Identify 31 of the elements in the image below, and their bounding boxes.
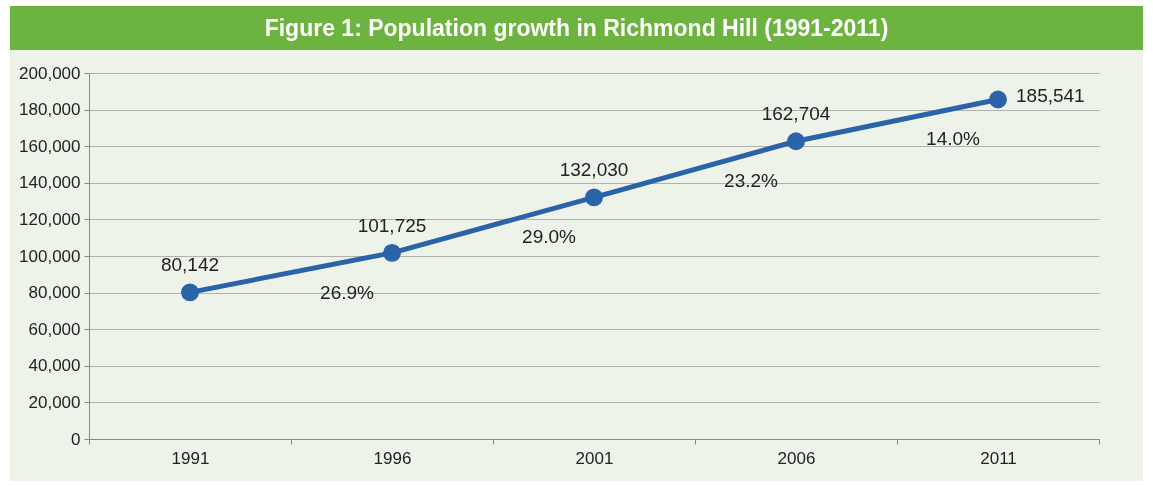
y-tick-label: 80,000 bbox=[28, 283, 81, 303]
annotation: 23.2% bbox=[724, 170, 779, 192]
annotation: 29.0% bbox=[522, 226, 577, 248]
point bbox=[181, 283, 199, 302]
data-label: 132,030 bbox=[559, 159, 629, 181]
x-tick-label: 2001 bbox=[575, 448, 614, 468]
x-tick-label: 2011 bbox=[980, 448, 1017, 468]
point bbox=[585, 188, 603, 207]
annotation: 14.0% bbox=[926, 128, 981, 150]
point bbox=[989, 90, 1007, 109]
data-label: 185,541 bbox=[1016, 85, 1085, 107]
y-tick-label: 140,000 bbox=[19, 173, 81, 193]
y-tick-label: 100,000 bbox=[19, 246, 81, 266]
y-tick-label: 60,000 bbox=[28, 319, 81, 339]
data-label: 80,142 bbox=[160, 254, 220, 276]
data-label: 162,704 bbox=[761, 103, 831, 125]
y-tick-label: 120,000 bbox=[19, 209, 81, 229]
y-tick-label: 0 bbox=[71, 429, 81, 449]
y-tick-label: 20,000 bbox=[28, 392, 81, 412]
y-tick-label: 160,000 bbox=[19, 136, 81, 156]
x-tick-label: 1991 bbox=[171, 448, 210, 468]
data-label: 101,725 bbox=[357, 214, 427, 236]
x-tick-label: 2006 bbox=[777, 448, 816, 468]
y-tick-label: 180,000 bbox=[19, 100, 81, 120]
point bbox=[383, 243, 401, 262]
x-tick-label: 1996 bbox=[373, 448, 412, 468]
y-tick-label: 40,000 bbox=[28, 356, 81, 376]
point bbox=[787, 132, 805, 151]
chart-title: Figure 1: Population growth in Richmond Hill (1991-2011) bbox=[10, 6, 1143, 50]
annotation: 26.9% bbox=[320, 281, 375, 303]
y-tick-label: 200,000 bbox=[19, 63, 81, 83]
